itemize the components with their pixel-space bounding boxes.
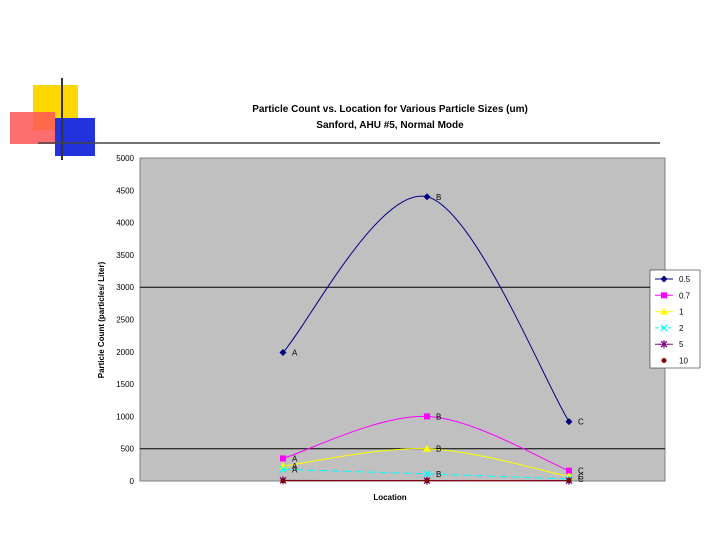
y-tick-label: 3500: [116, 251, 134, 260]
y-tick-label: 500: [121, 445, 135, 454]
legend-item-5: 5: [655, 340, 684, 349]
point-label: C: [578, 467, 584, 476]
point-label: C: [578, 418, 584, 427]
chart-subtitle: Sanford, AHU #5, Normal Mode: [316, 120, 464, 131]
point-label: B: [436, 445, 441, 454]
legend-marker: [660, 324, 668, 332]
data-point: [423, 193, 431, 201]
legend-item-10: 10: [661, 357, 688, 366]
series-0.7: A B C: [280, 412, 584, 476]
y-tick-label: 4000: [116, 219, 134, 228]
y-axis-ticks: 0 500 1000 1500 2000 2500 3000 3500 4000 4500 5000: [116, 154, 134, 486]
chart-title: Particle Count vs. Location for Various …: [252, 104, 528, 115]
legend-marker: [661, 292, 667, 299]
y-tick-label: 0: [130, 477, 135, 486]
y-tick-label: 1500: [116, 380, 134, 389]
legend-label: 2: [679, 324, 684, 333]
legend-label: 10: [679, 357, 688, 366]
data-point: [279, 348, 287, 356]
legend-label: 0.7: [679, 291, 691, 300]
legend-item-2: 2: [655, 324, 684, 333]
y-tick-label: 3000: [116, 283, 134, 292]
data-point: [423, 444, 431, 452]
legend-marker: [660, 340, 668, 349]
point-label: B: [436, 470, 441, 479]
legend-box: [649, 269, 701, 369]
data-point: [566, 478, 572, 484]
legend-label: 1: [679, 308, 684, 317]
y-tick-label: 4500: [116, 186, 134, 195]
deco-red-square: [10, 112, 55, 144]
point-label: A: [292, 454, 298, 463]
legend-label: 0.5: [679, 275, 691, 284]
data-point: [566, 467, 572, 474]
point-label: A: [292, 465, 298, 474]
legend: 0.5 0.7 1 2 5 10: [649, 269, 701, 369]
y-tick-label: 5000: [116, 154, 134, 163]
data-point: [280, 455, 286, 462]
y-axis-label: Particle Count (particles/ Liter): [97, 261, 106, 378]
x-axis-label: Location: [373, 493, 406, 502]
y-tick-label: 2500: [116, 316, 134, 325]
point-label: A: [292, 348, 298, 357]
legend-item-1: 1: [655, 307, 684, 317]
legend-marker: [660, 307, 668, 315]
point-label: A: [292, 462, 298, 471]
data-point: [280, 478, 286, 484]
point-label: C: [578, 472, 584, 481]
legend-marker: [661, 358, 667, 363]
y-tick-label: 2000: [116, 348, 134, 357]
legend-marker: [660, 275, 668, 283]
legend-label: 5: [679, 340, 684, 349]
data-point: [279, 465, 287, 473]
point-label: B: [436, 412, 441, 421]
point-label: B: [436, 193, 441, 202]
data-point: [423, 470, 431, 478]
legend-item-0.5: 0.5: [655, 275, 691, 284]
series-0.5: A B C: [279, 193, 584, 427]
plot-area: [139, 157, 666, 482]
y-tick-label: 1000: [116, 412, 134, 421]
series-10: [280, 478, 572, 484]
data-point: [565, 418, 573, 426]
data-point: [424, 478, 430, 484]
legend-item-0.7: 0.7: [655, 291, 691, 300]
data-point: [424, 413, 430, 420]
point-label: C: [578, 475, 584, 484]
